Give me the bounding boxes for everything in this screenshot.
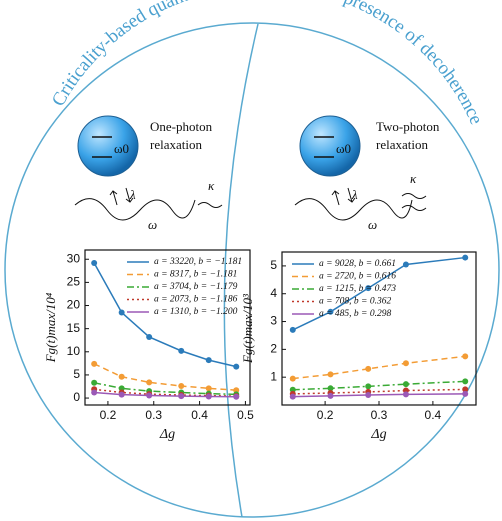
legend-label: a = 1310, b = −1.200 [154,307,238,317]
x-tick-label: 0.2 [100,408,117,422]
series-line [94,389,236,396]
omega: ω [368,217,377,232]
data-point [233,364,239,370]
data-point [403,360,409,366]
data-point [178,348,184,354]
data-point [119,392,125,398]
data-point [178,383,184,389]
series-line [293,356,465,378]
decay [402,194,426,211]
figure: Criticality-based quantum metrology in t… [0,0,502,521]
panel-right: ω0 Two-photon relaxation λ κ ω [295,116,440,232]
data-point [365,366,371,372]
data-point [119,374,125,380]
panel-label: One-photon relaxation [150,119,213,152]
data-point [146,393,152,399]
y-tick-label: 4 [270,286,277,300]
lambda: λ [351,187,358,202]
data-point [462,378,468,384]
data-point [91,260,97,266]
legend-label: a = 2720, b = 0.616 [319,272,396,282]
data-point [365,392,371,398]
data-point [146,379,152,385]
y-axis-label: Fg(t)max/10³ [240,293,255,364]
data-point [178,393,184,399]
x-tick-label: 0.2 [317,408,334,422]
data-point [233,394,239,400]
x-tick-label: 0.3 [371,408,388,422]
x-tick-label: 0.4 [425,408,442,422]
curved-title: Criticality-based quantum metrology in t… [48,0,486,128]
data-point [146,334,152,340]
data-point [462,255,468,261]
data-point [403,391,409,397]
data-point [290,376,296,382]
legend-label: a = 8317, b = −1.181 [154,270,237,280]
y-tick-label: 30 [67,251,81,265]
series-line [293,394,465,397]
data-point [403,262,409,268]
panel-label: Two-photon relaxation [376,119,440,152]
y-tick-label: 20 [67,298,81,312]
label-line-2: relaxation [376,137,428,152]
series-line [94,364,236,390]
label-line-2: relaxation [150,137,202,152]
x-tick-label: 0.5 [237,408,254,422]
lambda: λ [129,187,136,202]
data-point [206,393,212,399]
data-point [462,391,468,397]
kappa: κ [208,178,215,193]
x-tick-label: 0.3 [145,408,162,422]
legend-label: a = 3704, b = −1.179 [154,282,238,292]
y-tick-label: 3 [270,314,277,328]
legend-label: a = 485, b = 0.298 [319,309,391,319]
label-line: One-photon [150,119,213,134]
y-tick-label: 0 [73,390,80,404]
legend-label: a = 9028, b = 0.661 [319,259,396,269]
legend-label: a = 708, b = 0.362 [319,297,391,307]
label-line: Two-photon [376,119,440,134]
data-point [91,361,97,367]
y-tick-label: 15 [67,321,81,335]
y-tick-label: 5 [270,258,277,272]
data-point [206,357,212,363]
data-point [403,381,409,387]
y-tick-label: 25 [67,275,81,289]
data-point [462,353,468,359]
data-point [91,390,97,396]
data-point [290,327,296,333]
y-tick-label: 1 [270,369,277,383]
y-tick-label: 5 [73,367,80,381]
y-axis-label: Fg(t)max/10⁴ [43,292,58,363]
outer-circle [5,23,499,517]
y-tick-label: 10 [67,344,81,358]
legend-label: a = 33220, b = −1.181 [154,257,242,267]
decay [198,203,222,208]
x-tick-label: 0.4 [191,408,208,422]
data-point [91,380,97,386]
data-point [206,385,212,391]
kappa: κ [410,171,417,186]
data-point [328,393,334,399]
series-line [293,381,465,389]
series-line [293,389,465,393]
data-point [328,371,334,377]
legend-label: a = 1215, b = 0.473 [319,284,396,294]
omega0: ω0 [336,141,351,156]
panel-left: ω0 One-photon relaxation λ κ ω [75,116,222,232]
legend-label: a = 2073, b = −1.186 [154,295,238,305]
x-axis-label: Δg [159,427,175,442]
omega: ω [148,217,157,232]
omega0: ω0 [114,141,129,156]
x-axis-label: Δg [370,427,386,442]
y-tick-label: 2 [270,342,277,356]
title-path: Criticality-based quantum metrology in t… [48,0,486,128]
data-point [119,309,125,315]
data-point [365,383,371,389]
data-point [290,394,296,400]
